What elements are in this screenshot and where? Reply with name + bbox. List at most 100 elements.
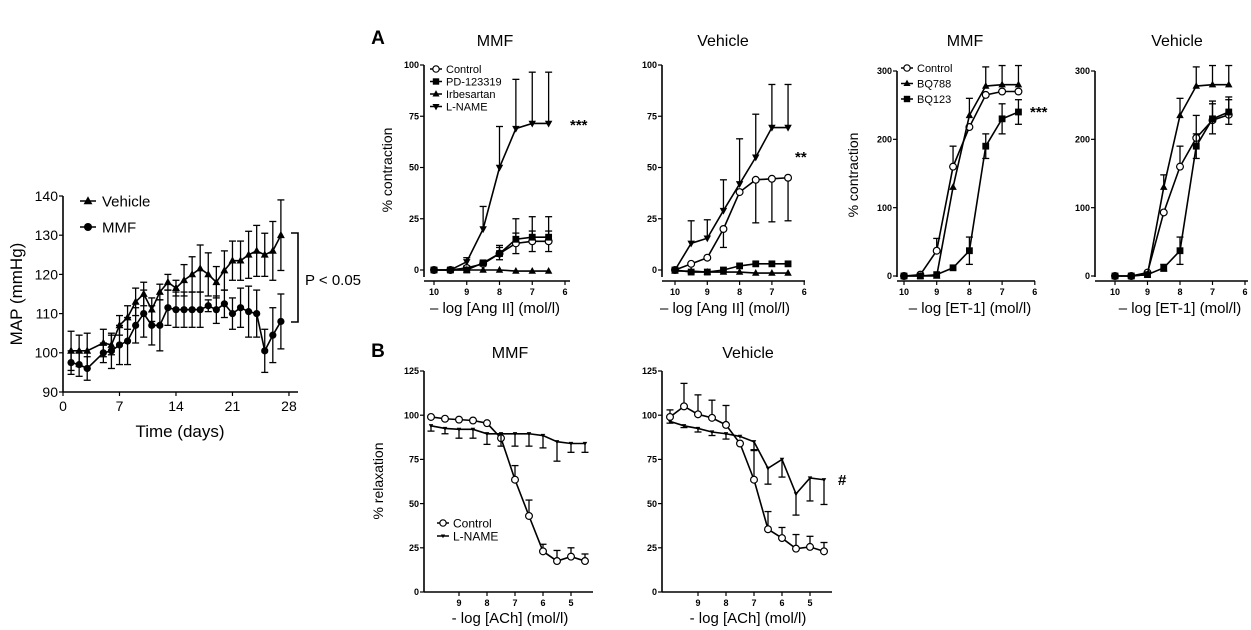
x-tick-label: 8 xyxy=(737,287,742,297)
y-tick-label: 75 xyxy=(409,455,419,465)
chart-title: Vehicle xyxy=(1151,33,1203,50)
square-marker xyxy=(545,233,553,241)
circle-filled-marker xyxy=(196,306,204,314)
y-tick-label: 100 xyxy=(404,410,419,420)
y-tick-label: 50 xyxy=(647,499,657,509)
y-tick-label: 120 xyxy=(35,266,59,282)
series-line xyxy=(434,122,549,271)
chart-title: Vehicle xyxy=(722,345,774,362)
triangle-down-small-marker xyxy=(807,476,813,481)
triangle-down-small-marker xyxy=(498,432,504,437)
y-tick-label: 75 xyxy=(409,111,419,121)
triangle-up-marker xyxy=(172,283,180,291)
triangle-up-marker xyxy=(131,297,140,305)
circle-filled-marker xyxy=(188,306,196,314)
square-marker xyxy=(768,260,776,268)
triangle-down-small-marker xyxy=(470,427,476,432)
legend-entry: Vehicle xyxy=(80,193,150,210)
triangle-down-small-marker xyxy=(484,432,490,437)
x-tick-label: 7 xyxy=(751,598,756,608)
square-marker xyxy=(432,78,440,85)
y-tick-label: 0 xyxy=(1085,271,1090,281)
triangle-up-marker xyxy=(1208,80,1217,88)
significance-annotation: ** xyxy=(795,149,807,166)
x-tick-label: 10 xyxy=(899,287,909,297)
triangle-down-small-marker xyxy=(540,433,546,438)
legend-entry: Irbesartan xyxy=(430,89,496,101)
panel-label-b: B xyxy=(371,341,385,362)
x-tick-label: 6 xyxy=(540,598,545,608)
chart-a_veh: 0 25 50 75 100 10 9 8 7 6 Vehicle – log [Ang II] (m… xyxy=(642,33,807,317)
legend-label: BQ788 xyxy=(917,78,951,90)
series-bq123 xyxy=(1111,99,1233,280)
x-tick-label: 8 xyxy=(1177,287,1182,297)
triangle-down-small-marker xyxy=(568,441,574,446)
legend-label: Vehicle xyxy=(102,193,150,210)
triangle-down-marker xyxy=(479,226,487,234)
circle-open-marker xyxy=(767,174,776,183)
x-tick-label: 9 xyxy=(695,598,700,608)
series-control xyxy=(670,173,793,275)
triangle-down-marker xyxy=(735,181,744,188)
square-marker xyxy=(949,264,957,272)
triangle-down-small-marker xyxy=(821,478,827,483)
x-tick-label: 7 xyxy=(769,287,774,297)
x-tick-label: 9 xyxy=(705,287,710,297)
x-tick-label: 8 xyxy=(497,287,502,297)
x-axis-label: Time (days) xyxy=(135,422,224,441)
x-tick-label: 6 xyxy=(779,598,784,608)
triangle-up-marker xyxy=(204,270,213,278)
series-control xyxy=(427,412,589,566)
x-axis-label: - log [ACh] (mol/l) xyxy=(452,610,569,627)
circle-open-marker xyxy=(441,414,450,423)
circle-open-marker xyxy=(784,173,793,182)
triangle-down-marker xyxy=(430,267,438,275)
chart-et_veh: 0 100 200 300 10 9 8 7 6 Vehicle – log [ET-1] (mol… xyxy=(1075,33,1248,317)
triangle-down-small-marker xyxy=(554,440,560,445)
square-marker xyxy=(916,272,924,280)
triangle-down-small-marker xyxy=(779,457,785,462)
series-line xyxy=(674,176,789,271)
circle-filled-marker xyxy=(67,359,75,367)
triangle-down-small-marker xyxy=(681,424,687,429)
circle-open-marker xyxy=(455,415,464,424)
circle-open-marker xyxy=(751,175,760,184)
circle-open-marker xyxy=(1159,208,1168,217)
x-tick-label: 6 xyxy=(562,287,567,297)
circle-open-marker xyxy=(998,87,1007,96)
circle-open-marker xyxy=(687,259,696,268)
x-tick-label: 9 xyxy=(464,287,469,297)
triangle-down-small-marker xyxy=(526,432,532,437)
triangle-down-small-marker xyxy=(442,426,448,431)
triangle-up-marker xyxy=(276,230,285,239)
y-tick-label: 0 xyxy=(887,271,892,281)
significance-annotation: P < 0.05 xyxy=(305,272,361,289)
triangle-up-marker xyxy=(244,250,253,258)
triangle-down-marker xyxy=(463,259,471,266)
y-tick-label: 100 xyxy=(35,345,59,361)
circle-filled-marker xyxy=(123,337,132,345)
y-tick-label: 25 xyxy=(409,214,419,224)
legend-label: L-NAME xyxy=(453,529,498,543)
circle-filled-marker xyxy=(245,308,253,316)
triangle-up-marker xyxy=(544,266,553,274)
triangle-up-marker xyxy=(982,81,990,89)
circle-open-marker xyxy=(469,416,478,425)
legend-label: Control xyxy=(453,516,492,530)
circle-open-marker xyxy=(1014,87,1023,96)
circle-filled-marker xyxy=(164,304,172,312)
square-marker xyxy=(1176,247,1184,255)
circle-filled-marker xyxy=(148,321,156,329)
triangle-down-marker xyxy=(752,154,760,162)
triangle-up-marker xyxy=(228,256,237,264)
triangle-down-small-marker xyxy=(456,427,462,432)
y-tick-label: 0 xyxy=(414,265,419,275)
circle-open-marker xyxy=(524,511,533,520)
circle-filled-marker xyxy=(156,321,164,329)
triangle-down-marker xyxy=(687,240,695,248)
square-marker xyxy=(966,247,973,255)
series-vehicle xyxy=(67,199,285,372)
circle-open-marker xyxy=(719,225,728,234)
